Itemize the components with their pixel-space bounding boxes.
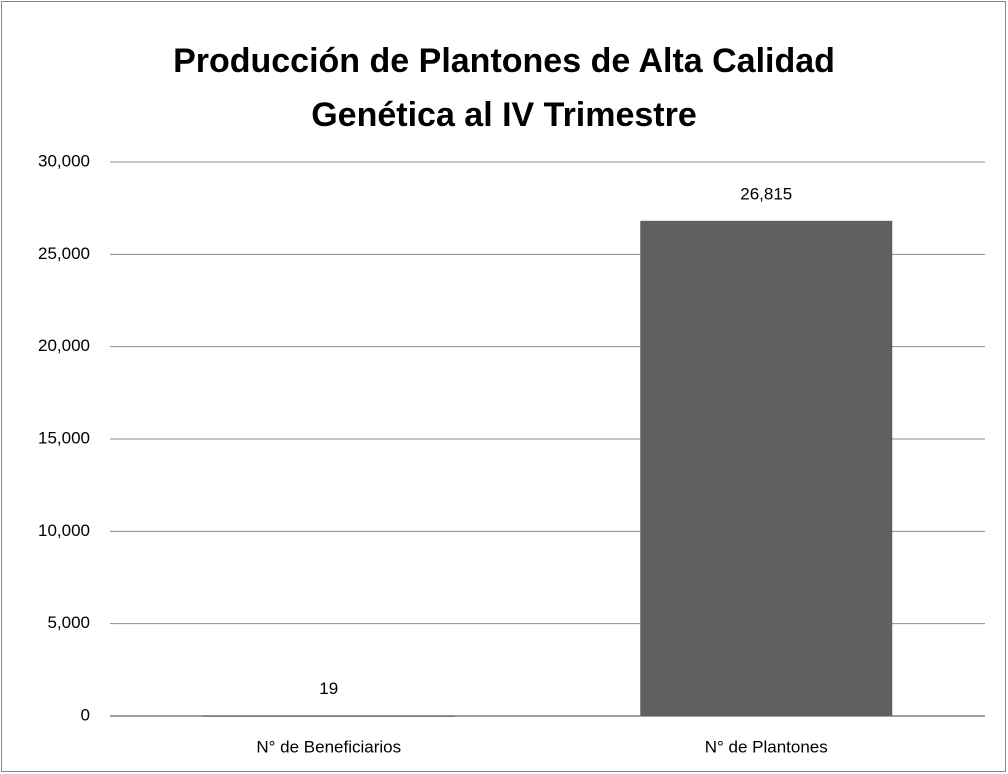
y-tick-label: 30,000 — [38, 151, 90, 170]
bar — [202, 715, 455, 717]
y-tick-label: 20,000 — [38, 336, 90, 355]
y-tick-label: 10,000 — [38, 521, 90, 540]
y-tick-label: 25,000 — [38, 244, 90, 263]
y-tick-label: 0 — [81, 705, 90, 724]
bar — [640, 220, 893, 716]
x-tick-label: N° de Plantones — [705, 737, 828, 756]
chart-title: Producción de Plantones de Alta Calidad … — [173, 42, 835, 134]
data-label: 26,815 — [740, 184, 792, 203]
data-label: 19 — [319, 679, 338, 698]
y-tick-label: 15,000 — [38, 428, 90, 447]
y-tick-label: 5,000 — [47, 613, 90, 632]
x-tick-label: N° de Beneficiarios — [256, 737, 401, 756]
